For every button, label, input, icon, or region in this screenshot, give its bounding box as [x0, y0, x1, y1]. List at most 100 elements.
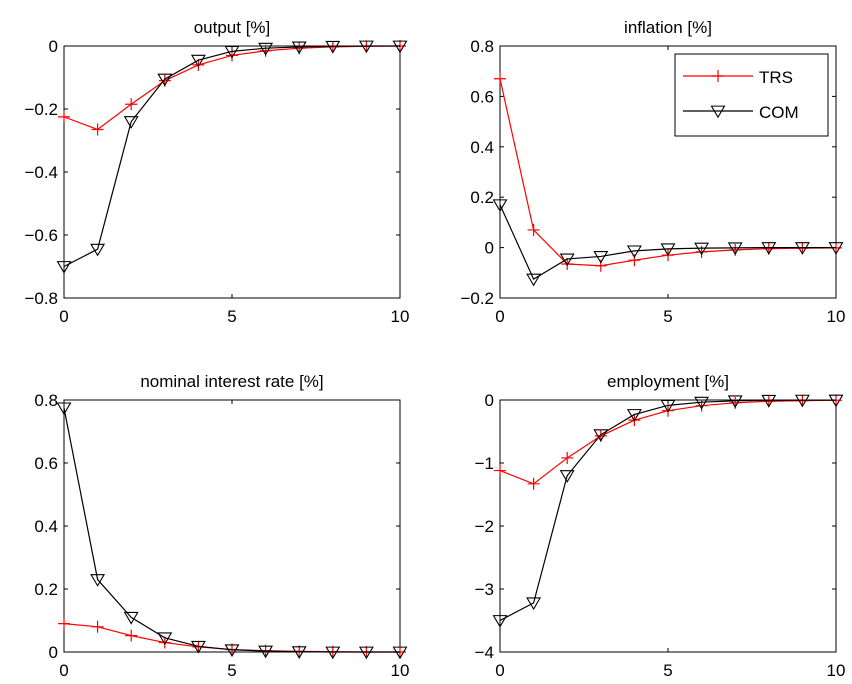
- series-com: [492, 199, 844, 287]
- data-point: [494, 72, 506, 85]
- data-point: [123, 611, 139, 625]
- data-point: [224, 644, 240, 658]
- legend-entry-trs: TRS: [683, 68, 793, 87]
- data-point: [561, 257, 574, 270]
- series-com: [492, 394, 844, 628]
- series-line: [499, 399, 837, 622]
- legend-marker: [710, 105, 726, 119]
- data-point: [392, 40, 408, 54]
- legend-entry-com: COM: [683, 103, 799, 122]
- y-tick-label: 0.8: [34, 391, 58, 410]
- x-tick-label: 10: [827, 661, 846, 680]
- data-point: [660, 243, 676, 257]
- plot-area: [63, 45, 401, 299]
- series-com: [56, 40, 408, 274]
- y-tick-label: −0.2: [460, 289, 494, 308]
- data-point: [660, 399, 676, 413]
- y-tick-label: 0: [49, 643, 58, 662]
- subplot-title: output [%]: [194, 18, 271, 37]
- subplot-3: nominal interest rate [%] 0 0.2 0.4 0.6 0.8 0 5…: [34, 372, 409, 680]
- data-point: [559, 253, 575, 267]
- data-point: [91, 123, 104, 136]
- data-point: [593, 429, 609, 442]
- series-line: [63, 45, 400, 268]
- data-point: [325, 646, 341, 660]
- y-tick-label: 0.2: [470, 188, 494, 207]
- y-tick-label: 0.4: [34, 517, 58, 536]
- data-point: [224, 45, 240, 59]
- data-point: [56, 402, 72, 416]
- y-tick-label: −0.2: [24, 100, 58, 119]
- data-point: [727, 395, 743, 409]
- data-point: [358, 40, 374, 54]
- data-point: [190, 54, 206, 68]
- data-point: [561, 451, 574, 464]
- legend: TRS COM: [674, 53, 829, 137]
- x-tick-label: 10: [391, 307, 410, 326]
- y-tick-label: 0.2: [34, 580, 58, 599]
- y-tick-label: −0.8: [24, 289, 58, 308]
- data-point: [762, 395, 775, 408]
- subplot-title: employment [%]: [607, 372, 729, 391]
- data-point: [694, 396, 710, 410]
- subplot-1: output [%] −0.8 −0.6 −0.4 −0.2 0 0 5 10: [24, 18, 409, 326]
- x-tick-label: 5: [227, 307, 236, 326]
- x-tick-label: 5: [663, 307, 672, 326]
- x-tick-label: 0: [59, 661, 68, 680]
- y-tick-label: −0.6: [24, 226, 58, 245]
- data-point: [291, 646, 307, 659]
- data-point: [559, 470, 575, 483]
- data-point: [492, 199, 508, 213]
- data-point: [727, 242, 743, 256]
- x-tick-label: 0: [495, 307, 504, 326]
- data-point: [358, 646, 374, 660]
- data-point: [91, 620, 104, 633]
- data-point: [158, 636, 171, 649]
- legend-label: COM: [759, 103, 799, 122]
- x-tick-label: 5: [227, 661, 236, 680]
- data-point: [258, 645, 274, 659]
- series-line: [499, 204, 836, 280]
- data-point: [56, 261, 72, 274]
- y-tick-label: 0.6: [470, 87, 494, 106]
- y-tick-label: −1: [475, 454, 494, 473]
- data-point: [526, 273, 542, 287]
- x-tick-label: 10: [827, 307, 846, 326]
- subplot-title: nominal interest rate [%]: [140, 372, 323, 391]
- data-point: [157, 73, 173, 87]
- subplot-title: inflation [%]: [624, 18, 712, 37]
- series-line: [63, 407, 400, 653]
- y-tick-label: 0.4: [470, 138, 494, 157]
- data-point: [761, 242, 777, 255]
- data-point: [58, 110, 70, 123]
- data-point: [90, 574, 106, 587]
- plot-area: [499, 399, 837, 653]
- data-point: [761, 394, 777, 408]
- y-tick-label: −0.4: [24, 163, 58, 182]
- data-point: [58, 617, 70, 630]
- data-point: [157, 632, 173, 646]
- data-point: [123, 116, 139, 129]
- x-tick-label: 0: [495, 661, 504, 680]
- legend-marker: [712, 70, 724, 82]
- data-point: [794, 394, 810, 408]
- x-tick-label: 5: [663, 661, 672, 680]
- data-point: [125, 629, 138, 642]
- y-tick-label: −3: [475, 580, 494, 599]
- data-point: [190, 640, 206, 654]
- data-point: [694, 242, 710, 256]
- data-point: [828, 394, 844, 408]
- y-tick-label: 0: [485, 239, 494, 258]
- data-point: [125, 98, 138, 111]
- subplot-4: employment [%] −4 −3 −2 −1 0 0 5 10: [475, 372, 846, 680]
- data-point: [526, 597, 542, 611]
- y-tick-label: −4: [475, 643, 494, 662]
- legend-box: [674, 53, 829, 137]
- data-point: [494, 464, 506, 477]
- y-tick-label: 0: [485, 391, 494, 410]
- data-point: [527, 477, 540, 490]
- data-point: [392, 646, 408, 660]
- y-tick-label: 0.8: [470, 37, 494, 56]
